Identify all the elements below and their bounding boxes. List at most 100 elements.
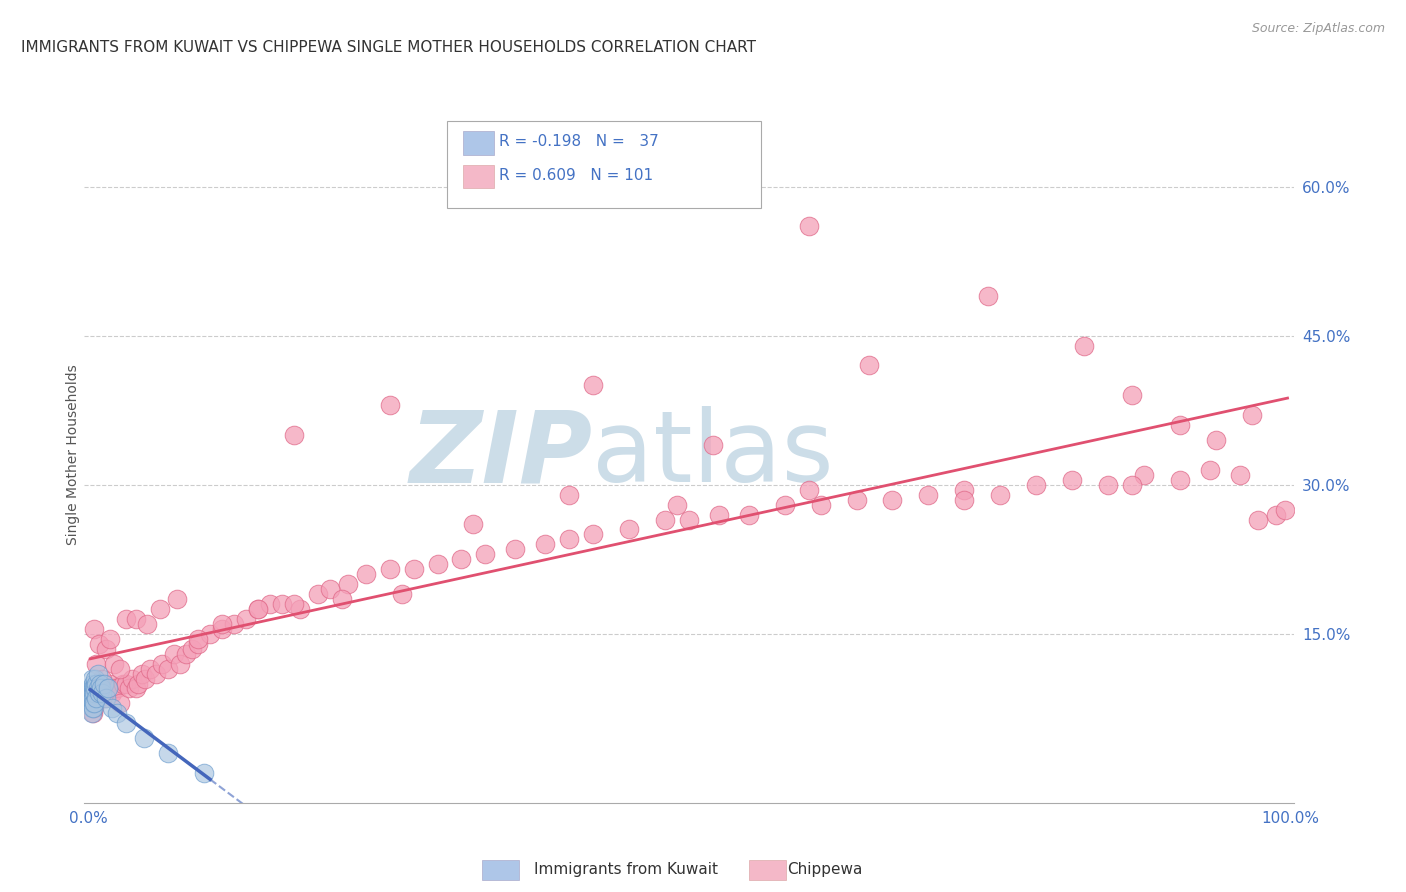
Text: atlas: atlas	[592, 407, 834, 503]
Point	[84, 672, 107, 686]
Point	[86, 681, 108, 696]
Point	[582, 527, 605, 541]
Point	[1264, 508, 1286, 522]
Point	[125, 681, 148, 696]
Point	[101, 686, 124, 700]
Text: IMMIGRANTS FROM KUWAIT VS CHIPPEWA SINGLE MOTHER HOUSEHOLDS CORRELATION CHART: IMMIGRANTS FROM KUWAIT VS CHIPPEWA SINGL…	[21, 40, 756, 55]
Text: R = -0.198   N =   37: R = -0.198 N = 37	[499, 135, 659, 149]
Point	[1073, 338, 1095, 352]
Text: Source: ZipAtlas.com: Source: ZipAtlas.com	[1251, 22, 1385, 36]
Point	[105, 681, 128, 696]
Point	[193, 766, 215, 780]
Point	[773, 498, 796, 512]
Point	[139, 662, 162, 676]
Point	[354, 567, 377, 582]
Point	[166, 592, 188, 607]
Point	[97, 681, 120, 696]
Point	[845, 492, 868, 507]
Point	[797, 483, 820, 497]
Point	[86, 676, 108, 690]
Point	[617, 523, 640, 537]
Point	[79, 697, 101, 711]
Point	[84, 697, 107, 711]
Point	[83, 622, 105, 636]
Point	[336, 577, 359, 591]
Point	[79, 691, 101, 706]
Point	[87, 691, 110, 706]
Point	[654, 512, 676, 526]
FancyBboxPatch shape	[463, 131, 495, 155]
Point	[115, 676, 138, 690]
Point	[93, 676, 115, 690]
Point	[82, 697, 104, 711]
Point	[977, 289, 1000, 303]
Point	[94, 691, 117, 706]
Point	[82, 686, 104, 700]
Point	[1121, 388, 1143, 402]
FancyBboxPatch shape	[447, 121, 762, 208]
Point	[115, 612, 138, 626]
Point	[283, 597, 305, 611]
Point	[150, 657, 173, 671]
Point	[169, 657, 191, 671]
Point	[103, 681, 125, 696]
Point	[105, 706, 128, 721]
Point	[330, 592, 353, 607]
Point	[463, 517, 485, 532]
Point	[134, 731, 156, 746]
Text: Immigrants from Kuwait: Immigrants from Kuwait	[534, 863, 718, 877]
Point	[163, 647, 186, 661]
Point	[82, 691, 104, 706]
Point	[98, 632, 121, 646]
Point	[534, 537, 557, 551]
Point	[97, 681, 120, 696]
Point	[259, 597, 281, 611]
Point	[111, 676, 134, 690]
Point	[101, 701, 124, 715]
Point	[80, 701, 103, 715]
Point	[91, 686, 114, 700]
Text: Chippewa: Chippewa	[787, 863, 863, 877]
Point	[79, 681, 101, 696]
Point	[1198, 463, 1220, 477]
Point	[1205, 433, 1227, 447]
FancyBboxPatch shape	[463, 165, 495, 188]
Point	[86, 676, 108, 690]
Point	[149, 602, 172, 616]
Point	[953, 483, 976, 497]
Point	[678, 512, 700, 526]
Point	[82, 681, 104, 696]
Point	[707, 508, 730, 522]
Point	[1246, 512, 1268, 526]
Point	[118, 681, 141, 696]
Point	[83, 697, 105, 711]
Point	[402, 562, 425, 576]
Point	[135, 616, 157, 631]
Point	[131, 666, 153, 681]
Point	[222, 616, 245, 631]
Point	[90, 681, 112, 696]
Point	[378, 562, 401, 576]
Point	[125, 612, 148, 626]
Point	[82, 701, 104, 715]
Point	[474, 547, 496, 561]
Text: 0.0%: 0.0%	[69, 811, 107, 826]
Point	[391, 587, 413, 601]
Point	[187, 637, 209, 651]
Point	[702, 438, 724, 452]
Point	[110, 697, 132, 711]
Point	[80, 672, 103, 686]
Point	[1121, 477, 1143, 491]
Point	[89, 676, 111, 690]
Point	[1240, 408, 1263, 422]
Point	[87, 686, 110, 700]
Point	[211, 616, 233, 631]
Point	[80, 706, 103, 721]
Point	[145, 666, 167, 681]
Point	[505, 542, 527, 557]
Point	[86, 666, 108, 681]
Text: ZIP: ZIP	[409, 407, 592, 503]
Point	[93, 691, 115, 706]
Point	[91, 686, 114, 700]
Point	[198, 627, 221, 641]
